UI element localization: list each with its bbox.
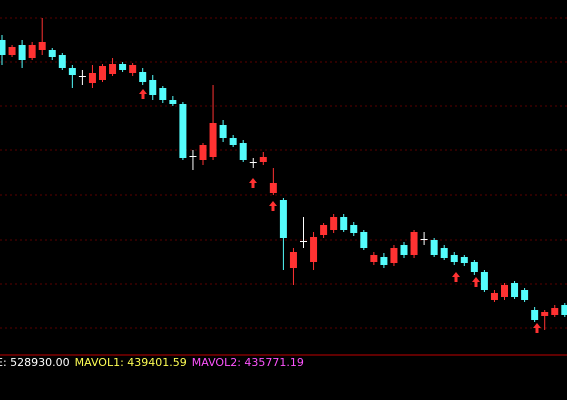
candle-body — [78, 76, 86, 77]
signal-arrow — [249, 178, 257, 188]
candle-body — [229, 138, 237, 145]
candle-body — [239, 143, 247, 160]
candle-body — [8, 47, 16, 55]
candle-body — [561, 305, 567, 315]
candle-body — [129, 65, 137, 73]
candle-body — [249, 162, 257, 163]
candle-body — [109, 64, 117, 74]
candle-body — [28, 45, 36, 58]
candle-body — [18, 45, 26, 60]
candle-body — [440, 248, 448, 258]
candle-body — [199, 145, 207, 160]
candle-body — [0, 40, 6, 55]
candle-body — [68, 68, 76, 75]
candle-body — [430, 240, 438, 255]
candle-body — [460, 257, 468, 263]
candle-body — [88, 73, 96, 83]
candle-body — [531, 310, 539, 320]
candle-body — [410, 232, 418, 255]
candle-body — [139, 72, 147, 82]
indicator-label: MAVOL2: 435771.19 — [192, 356, 304, 369]
candle-body — [169, 100, 177, 104]
candle-body — [289, 252, 297, 268]
signal-arrow — [472, 277, 480, 287]
signal-arrows — [139, 89, 541, 333]
candle-body — [189, 156, 197, 157]
candle-body — [330, 217, 338, 230]
candle-body — [450, 255, 458, 262]
candle-body — [300, 241, 307, 242]
candle-body — [490, 293, 498, 300]
candle-body — [269, 183, 277, 193]
candle-body — [551, 308, 559, 315]
candle-body — [38, 42, 46, 50]
signal-arrow — [139, 89, 147, 99]
candle-body — [320, 225, 328, 235]
candle-body — [179, 104, 187, 158]
candle-body — [521, 290, 529, 300]
candle-body — [370, 255, 378, 262]
candle-body — [279, 200, 287, 238]
signal-arrow — [533, 323, 541, 333]
candle-body — [219, 125, 227, 138]
candle-body — [380, 257, 388, 265]
candle-body — [400, 245, 408, 255]
candle-body — [310, 237, 318, 262]
candle-body — [470, 262, 478, 272]
candle-body — [350, 225, 358, 233]
candle-body — [360, 232, 368, 248]
indicator-label: E: 528930.00 — [0, 356, 70, 369]
candle-body — [541, 312, 549, 316]
candle-body — [259, 157, 267, 162]
candle-body — [209, 123, 217, 157]
candle-body — [58, 55, 66, 68]
candle-body — [119, 64, 127, 70]
indicator-label: MAVOL1: 439401.59 — [75, 356, 187, 369]
candle-body — [99, 66, 106, 80]
candle-body — [501, 285, 508, 297]
candle-body — [480, 272, 488, 290]
candle-body — [48, 50, 56, 57]
signal-arrow — [452, 272, 460, 282]
signal-arrow — [269, 201, 277, 211]
candle-body — [149, 80, 157, 95]
candle-body — [159, 88, 167, 100]
candle-body — [340, 217, 348, 230]
candle-body — [511, 283, 519, 297]
candle-body — [390, 248, 398, 263]
candle-body — [420, 239, 428, 240]
